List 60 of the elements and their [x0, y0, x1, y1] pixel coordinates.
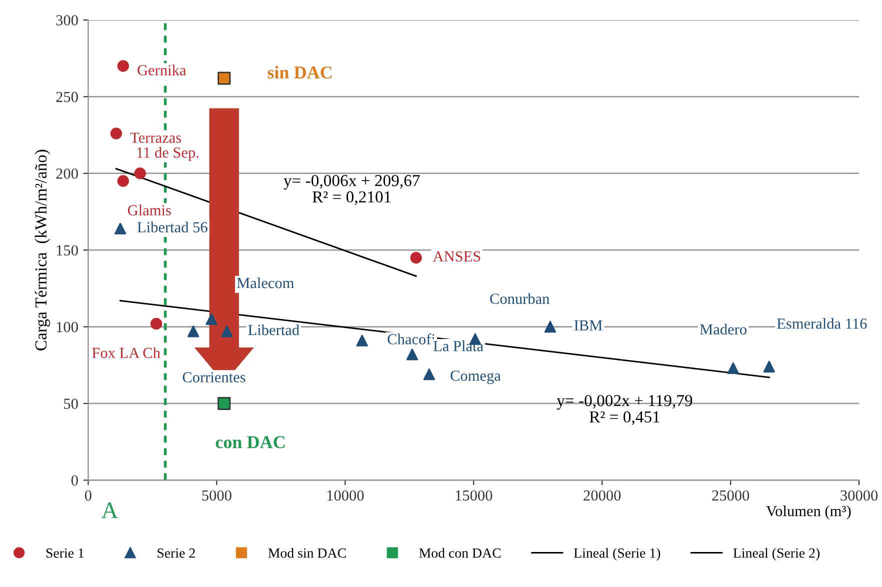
point	[110, 128, 122, 140]
point	[763, 360, 775, 372]
annotation: IBM	[574, 320, 602, 330]
legend-label: Serie 1	[46, 548, 84, 558]
annotation: y= -0,006x + 209,67 R² = 0,2101	[284, 174, 420, 205]
point	[423, 368, 436, 380]
annotation: Terrazas	[130, 132, 182, 143]
point	[150, 318, 162, 330]
point	[218, 396, 231, 410]
annotation: Gernika	[138, 64, 186, 76]
annotation: sin DAC	[268, 66, 332, 79]
annotation: con DAC	[216, 436, 284, 448]
point	[187, 326, 200, 338]
y-tick-label: 0	[71, 475, 78, 486]
annotation: y= -0,002x + 119,79 R² = 0,451	[556, 394, 692, 425]
point	[406, 348, 418, 360]
annotation: Comega	[450, 370, 501, 384]
annotation: Glamis	[128, 204, 171, 216]
x-tick-label: 15000	[456, 490, 492, 501]
y-tick-label: 100	[56, 322, 78, 332]
annotation: Libertad 56	[137, 222, 208, 232]
x-tick-label: 0	[84, 490, 92, 501]
point	[134, 168, 146, 180]
x-tick-label: 20000	[584, 490, 621, 501]
x-tick-label: 5000	[202, 490, 232, 501]
point	[221, 326, 233, 338]
annotation: Conurban	[490, 293, 550, 304]
annotation: Fox LA Ch	[92, 347, 160, 358]
point	[410, 252, 422, 264]
legend-label: Mod con DAC	[419, 548, 501, 558]
annotation: 11 de Sep.	[137, 146, 198, 161]
annotation: ANSES	[432, 251, 480, 262]
y-tick-label: 150	[56, 245, 78, 256]
point	[206, 313, 218, 325]
annotation: Malecom	[236, 277, 294, 288]
point	[356, 334, 368, 346]
y-axis-title: Carga Térmica (kWh/m²/año)	[34, 150, 50, 350]
y-tick-label: 50	[64, 398, 78, 409]
point	[727, 362, 740, 374]
point	[117, 175, 129, 187]
ref-line-label: A	[101, 502, 118, 518]
x-tick-label: 30000	[840, 490, 878, 501]
y-tick-label: 200	[56, 168, 78, 179]
legend-label: Lineal (Serie 1)	[574, 548, 660, 561]
point	[544, 320, 556, 333]
annotation: Esmeralda 116	[777, 318, 867, 329]
x-tick-label: 10000	[327, 490, 364, 501]
point	[117, 60, 129, 72]
y-tick-label: 300	[56, 15, 78, 26]
x-axis-title: Volumen (m³)	[766, 505, 851, 520]
point	[114, 222, 126, 234]
point	[218, 72, 231, 85]
legend-label: Lineal (Serie 2)	[733, 548, 820, 561]
annotation: Madero	[700, 324, 746, 335]
x-tick-label: 25000	[712, 490, 750, 501]
y-tick-label: 250	[56, 92, 78, 102]
annotation: Corrientes	[182, 372, 246, 382]
legend-label: Serie 2	[158, 548, 195, 558]
annotation: Libertad	[248, 324, 300, 336]
legend-label: Mod sin DAC	[268, 548, 346, 558]
